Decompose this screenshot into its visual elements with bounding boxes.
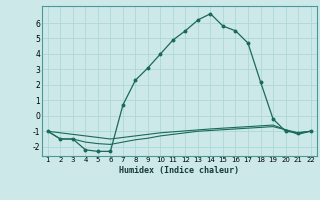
X-axis label: Humidex (Indice chaleur): Humidex (Indice chaleur)	[119, 166, 239, 175]
